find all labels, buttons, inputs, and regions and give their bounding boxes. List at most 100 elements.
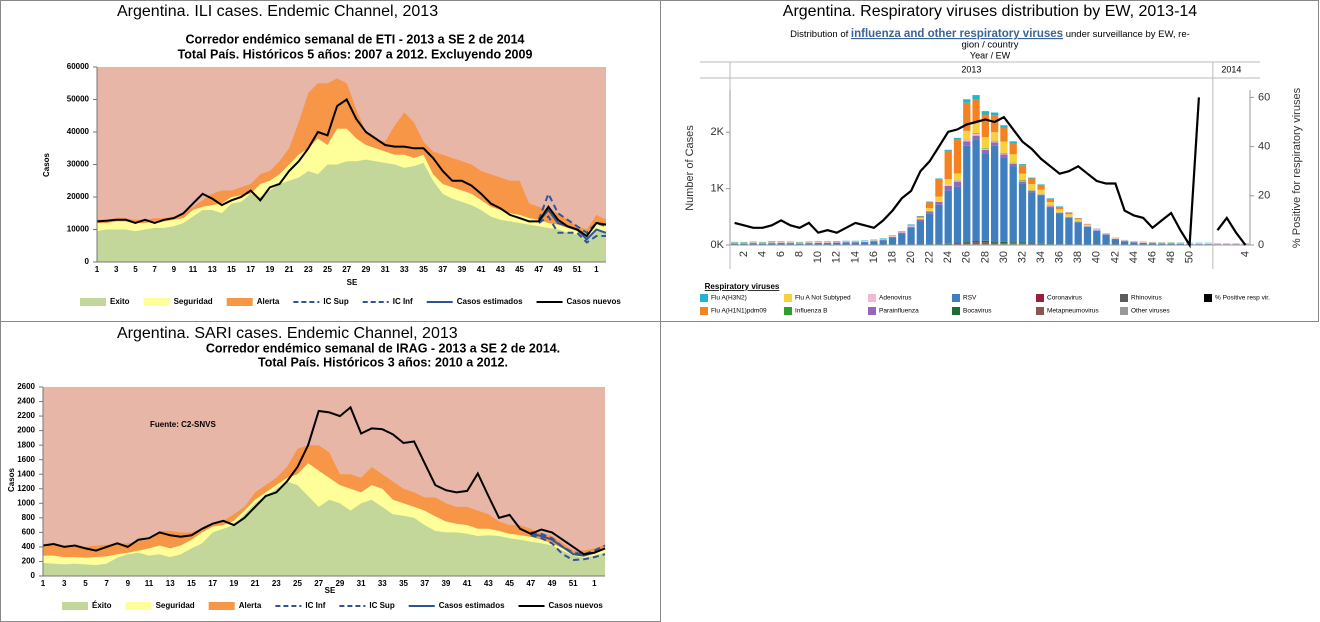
- bar-segment: [1018, 243, 1027, 245]
- legend-swatch: [62, 602, 88, 610]
- x-axis-label: SE: [325, 586, 336, 595]
- bar-segment: [981, 114, 989, 138]
- bar-segment: [981, 240, 989, 243]
- bar-segment: [916, 216, 924, 218]
- bar-segment: [1102, 234, 1110, 245]
- bar-segment: [1018, 180, 1027, 182]
- bar-segment: [963, 145, 971, 242]
- x-tick-label: 19: [229, 579, 238, 588]
- bar-segment: [861, 240, 869, 242]
- chart-title: Corredor endémico semanal de IRAG - 2013…: [206, 341, 560, 355]
- bar-segment: [814, 243, 822, 245]
- bar-segment: [777, 243, 785, 245]
- x-tick-label: 14: [849, 251, 861, 263]
- legend-swatch: [226, 298, 253, 306]
- annotation: Fuente: C2-SNVS: [150, 420, 216, 429]
- bar-segment: [926, 210, 934, 212]
- bar-segment: [823, 241, 832, 242]
- bar-segment: [731, 243, 739, 245]
- x-tick-label: 5: [83, 579, 88, 588]
- x-tick-label: 4: [1239, 251, 1251, 257]
- bar-segment: [916, 219, 924, 222]
- bar-segment: [1009, 243, 1017, 245]
- x-tick-label: 37: [420, 579, 429, 588]
- bar-segment: [972, 241, 980, 243]
- x-tick-label: 31: [381, 265, 390, 274]
- bar-segment: [935, 196, 943, 202]
- bar-segment: [740, 241, 748, 243]
- bar-segment: [851, 240, 859, 242]
- bar-segment: [1083, 226, 1092, 245]
- x-tick-label: 33: [400, 265, 409, 274]
- bar-segment: [870, 241, 878, 245]
- y-tick-label: 1800: [17, 440, 35, 449]
- bar-segment: [1046, 205, 1054, 207]
- legend-swatch: [700, 307, 708, 315]
- x-header: Year / EW: [970, 50, 1011, 60]
- x-tick-label: 1: [592, 579, 597, 588]
- bar-segment: [972, 122, 980, 134]
- bar-segment: [972, 139, 980, 242]
- y-tick-label: 1K: [711, 183, 725, 195]
- bar-segment: [1018, 165, 1027, 174]
- bar-segment: [991, 132, 999, 141]
- x-tick-label: 16: [868, 251, 880, 263]
- bar-segment: [935, 244, 943, 245]
- x-tick-label: 43: [484, 579, 493, 588]
- x-tick-label: 19: [265, 265, 274, 274]
- bar-segment: [1111, 239, 1119, 245]
- x-tick-label: 30: [998, 251, 1010, 263]
- bar-segment: [1065, 217, 1073, 218]
- bar-segment: [1000, 153, 1008, 155]
- bar-segment: [916, 217, 924, 219]
- legend-label: Coronavirus: [1047, 295, 1083, 302]
- bar-segment: [1139, 242, 1147, 243]
- bar-segment: [972, 133, 980, 136]
- bar-segment: [935, 201, 943, 205]
- bar-segment: [1167, 243, 1175, 245]
- legend-swatch: [208, 602, 235, 610]
- bar-segment: [758, 243, 767, 245]
- bar-segment: [1204, 243, 1212, 244]
- line: [530, 534, 606, 562]
- x-tick-label: 51: [569, 579, 578, 588]
- legend-label: Seguridad: [174, 297, 213, 306]
- bar-segment: [1074, 222, 1082, 245]
- legend-label: Alerta: [257, 297, 280, 306]
- bar-segment: [842, 242, 850, 245]
- bar-segment: [991, 141, 999, 143]
- x-tick-label: 35: [419, 265, 428, 274]
- bar-segment: [1009, 163, 1017, 167]
- x-tick-label: 32: [1016, 251, 1028, 263]
- bar-segment: [758, 241, 767, 243]
- bar-segment: [888, 236, 897, 238]
- bar-segment: [963, 139, 971, 142]
- bar-segment: [1056, 206, 1064, 210]
- y2-tick-label: 20: [1258, 190, 1270, 202]
- x-tick-label: 49: [554, 265, 563, 274]
- bar-segment: [851, 242, 859, 245]
- y-tick-label: 2K: [711, 126, 725, 138]
- y-tick-label: 20000: [67, 192, 90, 201]
- bar-segment: [981, 148, 989, 151]
- legend-swatch: [868, 307, 876, 315]
- bar-segment: [1037, 243, 1045, 245]
- bar-segment: [1065, 216, 1073, 218]
- x-tick-label: 41: [477, 265, 486, 274]
- bar-segment: [963, 141, 971, 146]
- bar-segment: [1018, 183, 1027, 243]
- bar-segment: [1009, 154, 1017, 163]
- x-tick-label: 15: [227, 265, 236, 274]
- y-tick-label: 1200: [17, 484, 35, 493]
- y-axis-label: Casos: [7, 467, 16, 492]
- bar-segment: [851, 241, 859, 243]
- x-tick-label: 50: [1184, 251, 1196, 263]
- bar-segment: [768, 241, 776, 243]
- bar-segment: [972, 99, 980, 123]
- bar-segment: [1046, 207, 1054, 245]
- x-tick-label: 1: [95, 265, 100, 274]
- legend-label: Parainfluenza: [879, 308, 919, 315]
- x-tick-label: 12: [831, 251, 843, 263]
- x-tick-label: 36: [1054, 251, 1066, 263]
- bar-segment: [786, 243, 794, 245]
